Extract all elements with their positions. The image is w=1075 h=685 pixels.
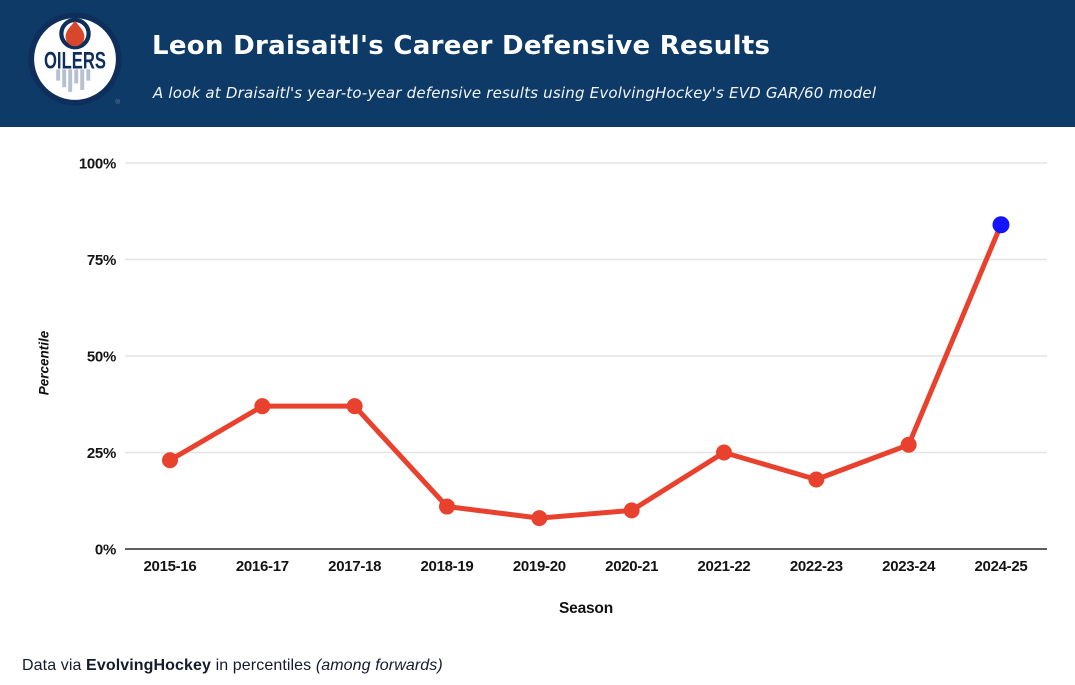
data-point [162,452,178,469]
x-tick-label: 2022-23 [790,558,843,575]
data-point [900,436,917,453]
logo-drips [56,69,91,92]
series-line [167,222,1004,521]
x-tick-label: 2023-24 [882,558,936,575]
x-tick-label: 2017-18 [328,558,381,575]
footer-middle: in percentiles [211,657,316,674]
logo-outer-ring [28,12,122,106]
data-point [623,502,640,519]
x-tick-label: 2024-25 [974,558,1027,575]
line-chart: 0% 25% 50% 75% 100% 2015-16 2016-17 2017-18 2018… [79,156,1047,575]
page-title: Leon Draisaitl's Career Defensive Result… [152,31,771,61]
footer-note: (among forwards) [315,657,443,674]
x-tick-label: 2019-20 [513,558,566,575]
footer-prefix: Data via [22,657,87,674]
oilers-logo: OILERS ® [28,12,122,106]
x-tick-label: 2016-17 [236,558,289,575]
data-point [531,510,548,527]
header-banner: OILERS ® Leon Draisaitl's Career Defensi… [0,0,1075,127]
y-tick-label: 25% [87,445,116,462]
data-point-highlighted [992,216,1010,234]
data-point [715,444,732,461]
x-tick-label: 2015-16 [144,558,197,575]
registered-mark: ® [115,98,120,106]
footer-caption: Data via EvolvingHockey in percentiles (… [22,657,443,675]
data-point [438,498,455,515]
x-tick-label: 2021-22 [698,558,751,575]
data-point [346,398,363,415]
header-text: Leon Draisaitl's Career Defensive Result… [152,31,876,102]
page-subtitle: A look at Draisaitl's year-to-year defen… [153,84,877,102]
logo-wordmark: OILERS [44,47,106,74]
x-tick-label: 2020-21 [605,558,658,575]
x-axis-title: Season [559,600,613,617]
x-tick-label: 2018-19 [421,558,474,575]
y-tick-label: 50% [87,349,116,366]
y-tick-label: 75% [87,252,116,269]
oil-drop-icon [65,20,85,47]
footer-source: EvolvingHockey [86,657,212,674]
oilers-logo-graphic: OILERS ® [28,12,122,106]
data-point [254,398,271,415]
data-point [808,471,825,488]
y-tick-label: 100% [79,156,116,173]
y-axis-title: Percentile [36,330,52,396]
y-tick-label: 0% [95,542,116,559]
